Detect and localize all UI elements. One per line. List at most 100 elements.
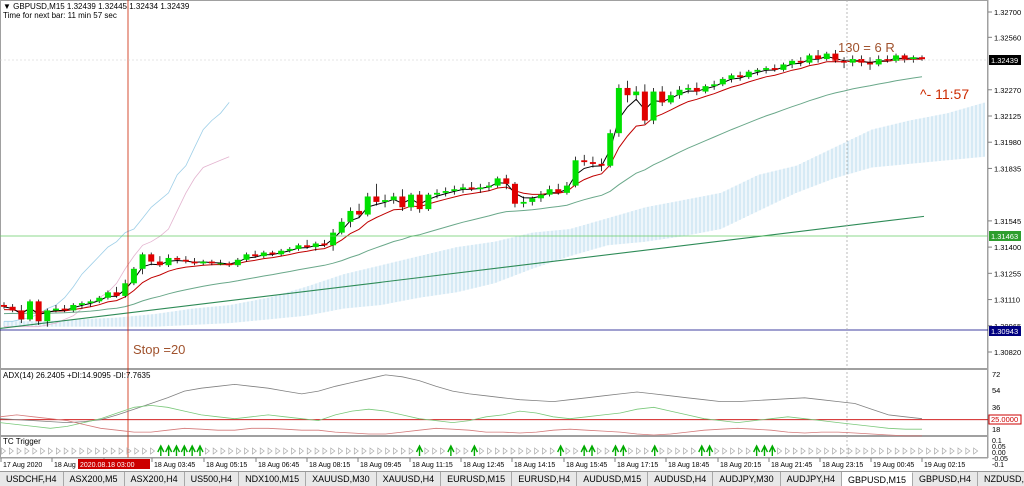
chart-tab[interactable]: US500,H4: [185, 472, 240, 486]
tc-neutral-marker: [549, 447, 555, 455]
chart-tab[interactable]: AUDJPY,H4: [781, 472, 842, 486]
chart-tab[interactable]: GBPUSD,H4: [913, 472, 978, 486]
candle-body: [9, 306, 16, 311]
price-tick-label: 1.31400: [994, 243, 1021, 252]
candle-body: [659, 91, 666, 103]
tc-up-arrow: [188, 444, 196, 456]
tc-neutral-marker: [604, 447, 610, 455]
tc-neutral-marker: [879, 447, 885, 455]
tc-neutral-marker: [259, 447, 265, 455]
ichimoku-cloud: [3, 102, 985, 328]
candle-body: [373, 196, 380, 202]
price-tick-label: 1.32700: [994, 8, 1021, 17]
tc-neutral-marker: [659, 447, 665, 455]
time-tick-label: 19 Aug 02:15: [924, 462, 965, 469]
candle-body: [676, 89, 683, 96]
candle-body: [78, 303, 85, 305]
chart-tab[interactable]: AUDJPY,M30: [713, 472, 781, 486]
candle-body: [823, 53, 830, 60]
candle-body: [347, 210, 354, 222]
adx-main-line: [0, 374, 923, 424]
tc-neutral-marker: [714, 447, 720, 455]
time-tick-label: 18 Aug 06:45: [258, 462, 299, 469]
adx-lines: [0, 374, 988, 437]
tc-neutral-marker: [526, 447, 532, 455]
candle-body: [364, 196, 371, 215]
tc-neutral-marker: [542, 447, 548, 455]
time-tick-label: 18 Aug 21:45: [771, 462, 812, 469]
current-price-box: [989, 55, 1021, 65]
tc-neutral-marker: [636, 447, 642, 455]
candle-body: [460, 187, 466, 190]
candle-body: [806, 55, 813, 63]
candle-body: [771, 68, 778, 70]
tc-neutral-marker: [1, 447, 7, 455]
candle-body: [849, 59, 856, 63]
chart-tab[interactable]: NZDUSD,M15: [978, 472, 1024, 486]
tc-up-arrow: [611, 444, 620, 456]
current-price-label: 1.32439: [991, 56, 1018, 65]
tc-neutral-marker: [565, 447, 571, 455]
candle-body: [416, 194, 423, 210]
candle-body: [304, 245, 311, 248]
tc-neutral-marker: [573, 447, 579, 455]
candle-body: [901, 55, 908, 60]
candle-body: [399, 196, 406, 208]
time-tick-label: 18 Aug 08:15: [309, 462, 350, 469]
cloud-fill: [4, 102, 985, 327]
highlight-time-label: 2020.08.18 03:00: [80, 462, 135, 469]
tc-trigger-signals: [1, 444, 979, 456]
tc-neutral-marker: [910, 447, 916, 455]
chart-tab[interactable]: EURUSD,H4: [512, 472, 578, 486]
bar-timer-text: Time for next bar: 11 min 57 sec: [3, 11, 117, 20]
chart-tab[interactable]: XAUUSD,M30: [306, 472, 377, 486]
tc-neutral-marker: [840, 447, 845, 455]
adx-title: ADX(14) 26.2405 +DI:14.9095 -DI:7.7635: [3, 371, 151, 380]
tc-neutral-marker: [502, 447, 508, 455]
time-tick-label: 18 Aug 00:45: [54, 462, 95, 469]
chart-tab[interactable]: NDX100,M15: [239, 472, 307, 486]
candle-body: [226, 263, 233, 266]
tc-neutral-marker: [283, 447, 289, 455]
candle-body: [763, 68, 770, 70]
chart-tab[interactable]: GBPUSD,M15: [841, 472, 913, 486]
chart-tab[interactable]: USDCHF,H4: [0, 472, 64, 486]
tc-neutral-marker: [745, 447, 751, 455]
time-tick-label: 18 Aug 05:15: [206, 462, 247, 469]
candle-body: [910, 57, 917, 60]
tc-level-0: 0.1: [992, 438, 1002, 445]
tc-neutral-marker: [330, 447, 336, 455]
time-tick-label: 18 Aug 17:15: [617, 462, 658, 469]
chart-tab[interactable]: ASX200,H4: [125, 472, 185, 486]
tc-neutral-marker: [785, 447, 791, 455]
plus-di-line: [0, 404, 922, 430]
candle-body: [382, 200, 389, 202]
guide-lines: [0, 0, 988, 458]
tc-neutral-marker: [847, 447, 853, 455]
symbol-header: ▼ GBPUSD,M15 1.32439 1.32445 1.32434 1.3…: [3, 2, 190, 11]
chart-tab[interactable]: XAUUSD,H4: [377, 472, 442, 486]
tc-neutral-marker: [32, 447, 38, 455]
candle-body: [737, 75, 744, 78]
candle-body: [87, 301, 94, 304]
candle-body: [641, 91, 648, 121]
tc-neutral-marker: [134, 447, 140, 455]
candle-body: [529, 198, 536, 202]
chart-tab[interactable]: ASX200,M5: [64, 472, 125, 486]
candle-body: [434, 192, 441, 195]
tc-up-arrow: [180, 444, 188, 456]
chart-tab[interactable]: AUDUSD,M15: [577, 472, 649, 486]
tc-neutral-marker: [722, 447, 728, 455]
candle-body: [624, 87, 631, 96]
tc-neutral-marker: [267, 447, 273, 455]
candle-body: [356, 210, 363, 215]
chart-tab[interactable]: AUDUSD,H4: [648, 472, 714, 486]
tc-neutral-marker: [800, 447, 806, 455]
chart-canvas[interactable]: ▼ GBPUSD,M15 1.32439 1.32445 1.32434 1.3…: [0, 0, 1024, 471]
long-moving-average: [0, 215, 925, 330]
tc-neutral-marker: [103, 447, 109, 455]
tc-neutral-marker: [738, 447, 744, 455]
candle-body: [208, 261, 215, 264]
chart-tab[interactable]: EURUSD,M15: [441, 472, 513, 486]
